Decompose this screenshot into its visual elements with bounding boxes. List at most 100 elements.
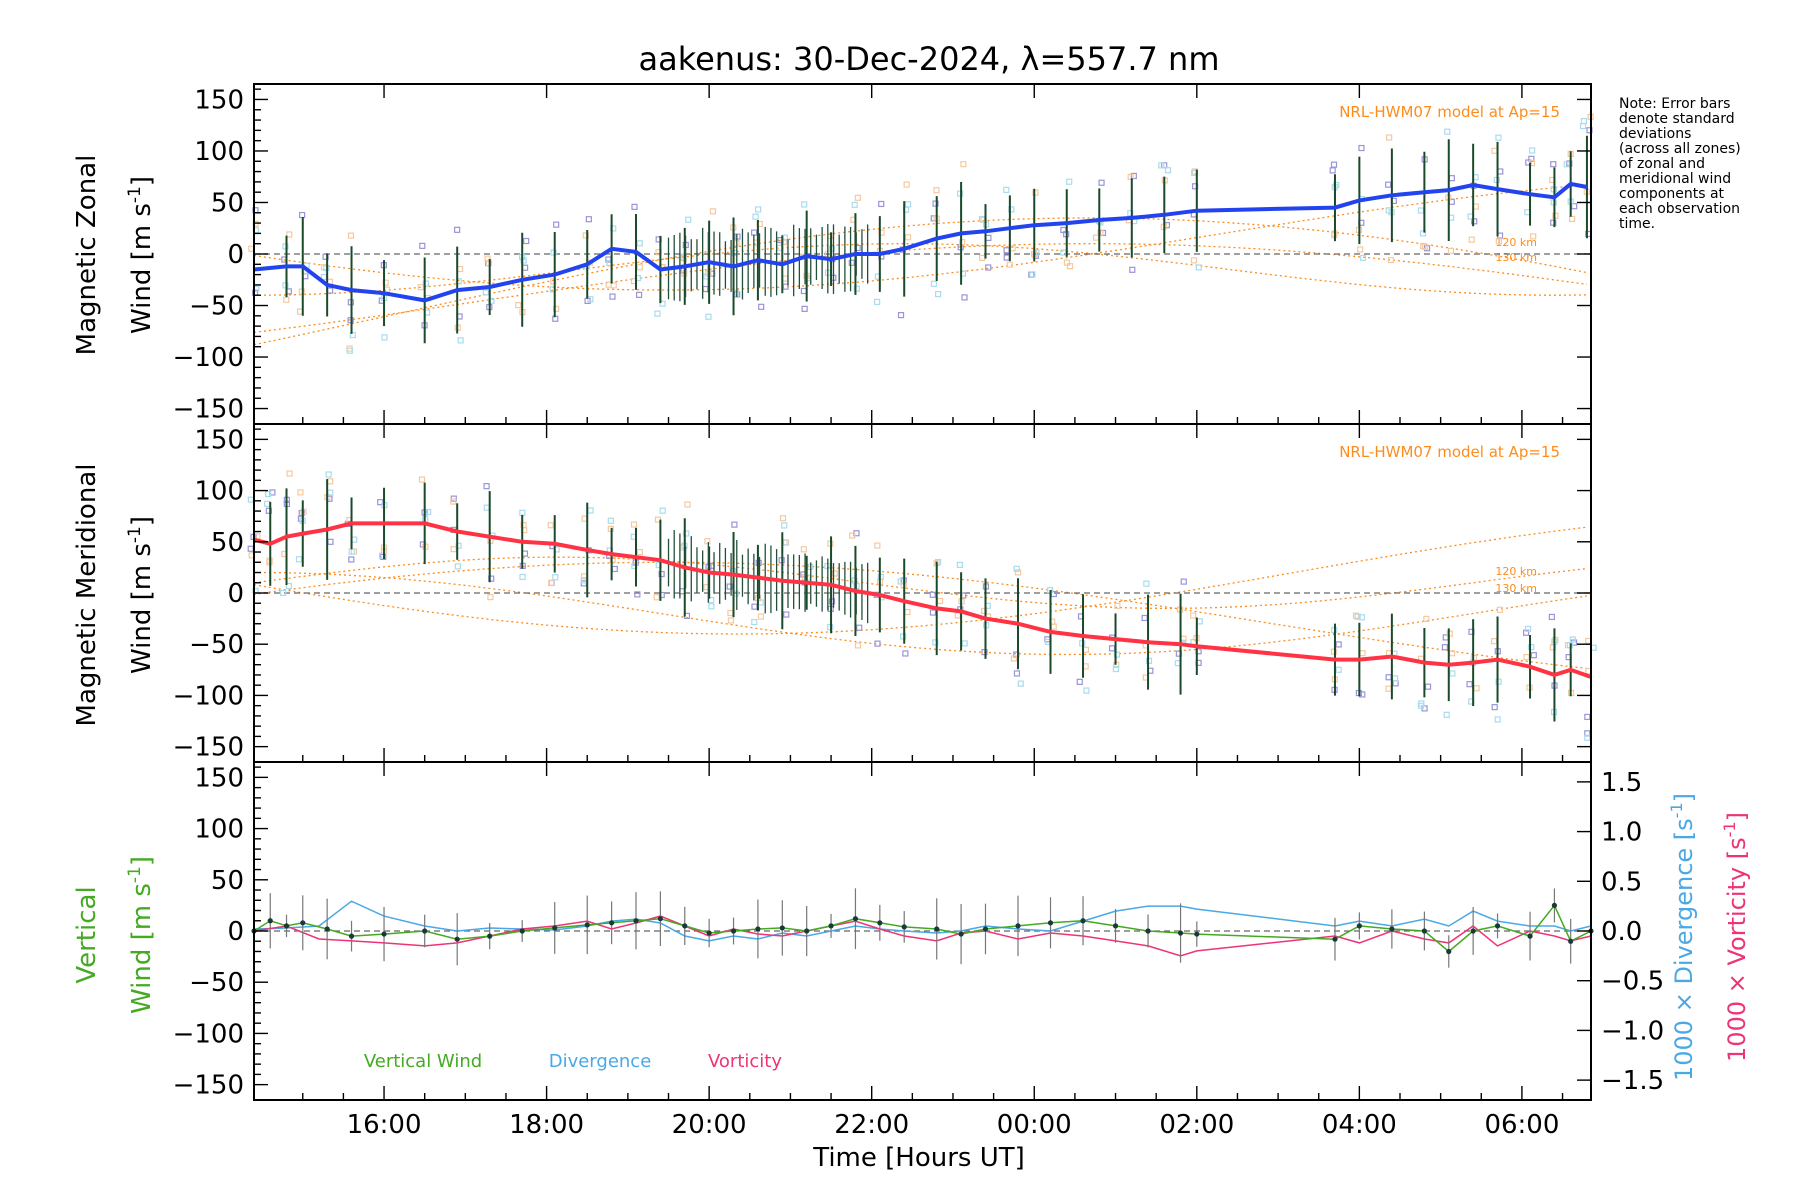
vertical-wind-point [519, 928, 525, 934]
scatter-point [849, 532, 856, 539]
model-curve-3 [253, 184, 1587, 291]
scatter-point [1528, 644, 1535, 651]
scatter-point [611, 565, 618, 573]
scatter-point [751, 229, 758, 236]
vertical-wind-point [584, 922, 590, 928]
scatter-point [1141, 614, 1148, 622]
scatter-point [981, 648, 988, 656]
scatter-point [932, 200, 939, 207]
scatter-point [422, 280, 429, 287]
scatter-point [417, 284, 424, 291]
scatter-point [1523, 653, 1530, 661]
scatter-point [286, 231, 293, 238]
scatter-point [1524, 625, 1532, 633]
scatter-point [856, 624, 863, 631]
y-tick-label: −150 [173, 1071, 244, 1101]
scatter-point [934, 291, 942, 298]
scatter-point [1113, 651, 1120, 658]
scatter-point [1130, 172, 1137, 180]
scatter-point [454, 226, 461, 233]
model-curve-1 [253, 243, 1587, 334]
vertical-wind-point [1446, 948, 1452, 955]
zonal-wind-panel: NRL-HWM07 model at Ap=15 120 km 130 km M… [72, 83, 1594, 425]
vertical-wind-point [609, 920, 615, 926]
vertical-wind-point [300, 920, 306, 926]
vertical-wind-point [1332, 936, 1338, 942]
scatter-point [930, 280, 938, 287]
scatter-point [349, 331, 356, 339]
vertical-wind-point [1494, 923, 1501, 929]
scatter-point [636, 240, 643, 247]
vertical-wind-point [901, 924, 907, 930]
scatter-point [1584, 713, 1591, 721]
scatter-point [1190, 257, 1198, 264]
scatter-point [897, 312, 905, 319]
vertical-wind-point [267, 918, 273, 924]
scatter-point [874, 298, 881, 306]
scatter-point [704, 538, 711, 545]
scatter-point [282, 243, 289, 250]
vertical-wind-point [1568, 938, 1574, 944]
scatter-point [653, 594, 660, 601]
scatter-point [1491, 704, 1498, 711]
scatter-point [280, 589, 287, 597]
scatter-point [659, 507, 666, 514]
scatter-point [1447, 247, 1455, 254]
scatter-point [631, 203, 638, 210]
scatter-point [936, 597, 944, 605]
scatter-point [1563, 161, 1570, 168]
scatter-point [1472, 203, 1480, 210]
scatter-point [1443, 711, 1450, 718]
note-line-8: each observation [1619, 201, 1740, 217]
scatter-point [801, 305, 808, 312]
vertical-wind-point [1389, 926, 1395, 932]
scatter-point [779, 515, 787, 522]
scatter-point [781, 522, 788, 529]
scatter-point [1580, 117, 1588, 125]
scatter-point [960, 161, 967, 168]
vertical-wind-point [283, 923, 290, 929]
vertical-wind-point [682, 923, 688, 929]
scatter-point [985, 264, 992, 271]
scatter-point [285, 582, 292, 590]
scatter-point [1417, 207, 1425, 214]
scatter-point [457, 337, 464, 344]
scatter-point [1029, 271, 1036, 278]
scatter-point [298, 509, 305, 517]
vertical-wind-point [1356, 923, 1362, 929]
scatter-point [553, 221, 560, 228]
legend-divergence: Divergence [549, 1051, 652, 1072]
scatter-point [1076, 678, 1083, 685]
scatter-point [1354, 613, 1361, 620]
vertical-wind-point [852, 916, 859, 922]
scatter-point [1330, 648, 1338, 655]
scatter-point [609, 293, 616, 300]
y-tick-label: 150 [194, 85, 244, 115]
vertical-wind-point [1527, 933, 1533, 939]
model-curve-3 [253, 556, 1587, 610]
scatter-point [610, 282, 617, 289]
scatter-point [708, 603, 715, 610]
scatter-point [1449, 670, 1456, 677]
vertical-wind-point [804, 928, 810, 934]
scatter-point [346, 347, 353, 354]
vertical-wind-point [877, 920, 883, 926]
scatter-point [607, 517, 614, 524]
scatter-point [1129, 266, 1136, 273]
meridional-wind-panel: NRL-HWM07 model at Ap=15 120 km 130 km M… [72, 423, 1597, 763]
vertical-wind-point [657, 916, 663, 922]
scatter-point [1097, 229, 1104, 236]
scatter-point [548, 579, 555, 587]
x-axis-label: Time [Hours UT] [812, 1143, 1025, 1173]
scatter-point [1473, 685, 1480, 692]
scatter-point [635, 291, 643, 298]
scatter-point [1009, 245, 1016, 252]
scatter-point [1529, 147, 1536, 154]
scatter-point [854, 194, 861, 201]
scatter-point [727, 617, 735, 624]
scatter-point [1530, 652, 1537, 659]
scatter-point [1003, 254, 1010, 261]
vertical-wind-point [1551, 902, 1558, 908]
scatter-point [1017, 680, 1024, 687]
